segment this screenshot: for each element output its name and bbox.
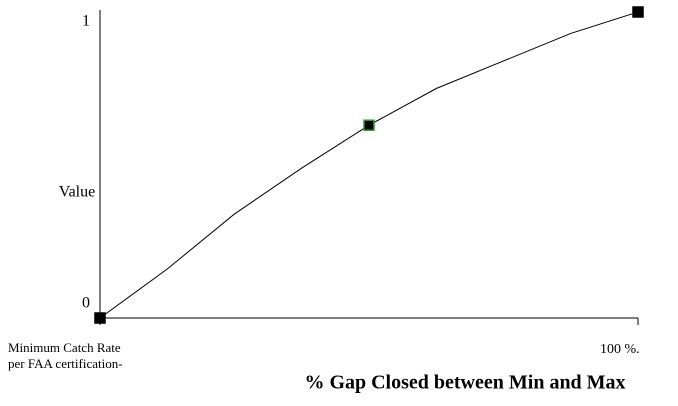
x-tick-label: Minimum Catch Rate per FAA certification… [8, 340, 123, 371]
point-marker [94, 312, 106, 324]
y-tick-label: 1 [82, 13, 90, 30]
curve [99, 11, 639, 319]
x-tick-label: 100 %. [600, 342, 640, 357]
y-axis-label: Value [59, 184, 95, 201]
point-marker [632, 6, 644, 18]
y-tick-label: 0 [82, 295, 90, 312]
x-axis-label: % Gap Closed between Min and Max [304, 372, 625, 394]
point-marker [363, 119, 375, 131]
